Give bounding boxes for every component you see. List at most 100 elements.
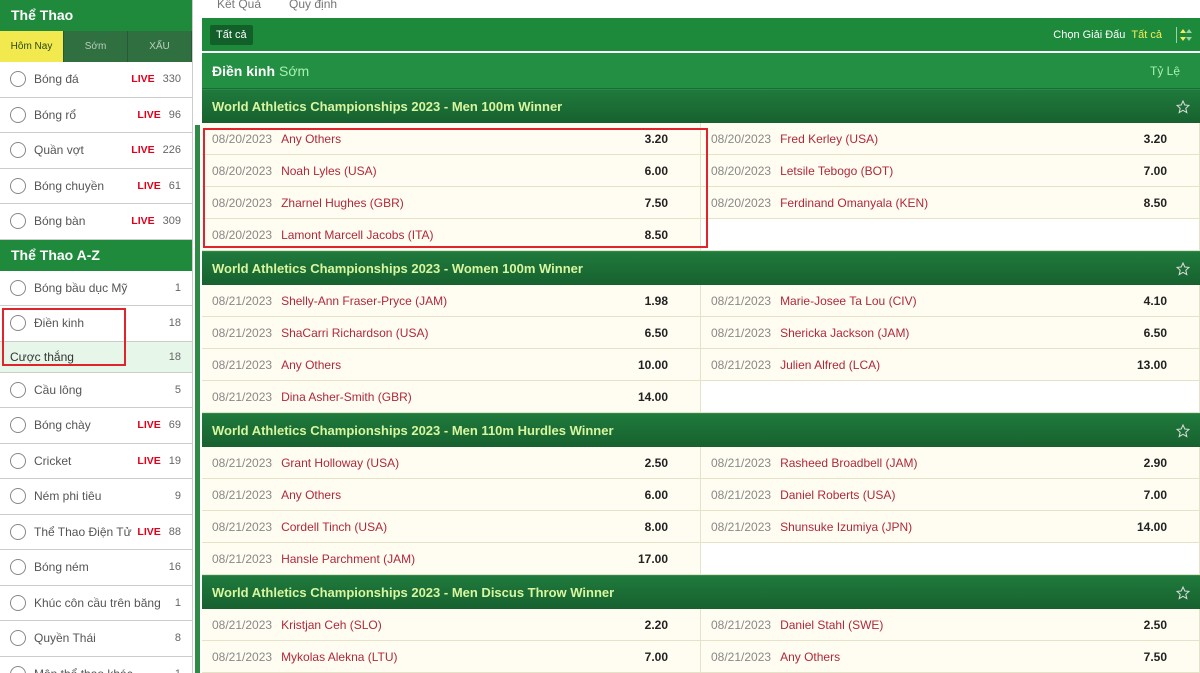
event-count: 96	[168, 108, 181, 121]
selection[interactable]: 08/21/2023 Any Others 10.00	[202, 349, 701, 381]
odds-value[interactable]: 14.00	[1136, 519, 1167, 534]
event-title-bar: World Athletics Championships 2023 - Men…	[202, 575, 1200, 609]
selection[interactable]: 08/20/2023 Letsile Tebogo (BOT) 7.00	[701, 155, 1200, 187]
tab[interactable]: Sớm	[64, 31, 128, 62]
selection[interactable]: 08/20/2023 Lamont Marcell Jacobs (ITA) 8.5…	[202, 219, 701, 251]
selection[interactable]: 08/21/2023 Rasheed Broadbell (JAM) 2.90	[701, 447, 1200, 479]
live-badge: LIVE	[137, 179, 161, 192]
event-date: 08/21/2023	[711, 617, 772, 632]
odds-value[interactable]: 3.20	[644, 131, 668, 146]
sport-item[interactable]: Khúc côn cầu trên băng 1	[0, 586, 192, 621]
nav-link[interactable]: Kết Quả	[217, 0, 262, 11]
tab[interactable]: Hôm Nay	[0, 31, 64, 62]
odds-value[interactable]: 4.10	[1143, 293, 1167, 308]
selection[interactable]: 08/21/2023 Cordell Tinch (USA) 8.00	[202, 511, 701, 543]
league-label[interactable]: Chọn Giải Đấu	[1053, 28, 1126, 41]
odds-value[interactable]: 7.50	[1143, 649, 1167, 664]
odds-value[interactable]: 14.00	[637, 389, 668, 404]
odds-value[interactable]: 8.00	[644, 519, 668, 534]
selection[interactable]: 08/20/2023 Zharnel Hughes (GBR) 7.50	[202, 187, 701, 219]
sport-item[interactable]: Ném phi tiêu 9	[0, 479, 192, 515]
sport-item[interactable]: Môn thể thao khác1	[0, 657, 192, 673]
odds-value[interactable]: 6.50	[1143, 325, 1167, 340]
selection[interactable]: 08/21/2023 Kristjan Ceh (SLO) 2.20	[202, 609, 701, 641]
favorite-star[interactable]	[1175, 99, 1191, 114]
odds-value[interactable]: 6.00	[644, 487, 668, 502]
sport-icon	[10, 523, 26, 540]
selection[interactable]: 08/21/2023 Mykolas Alekna (LTU) 7.00	[202, 641, 701, 673]
odds-value[interactable]: 3.20	[1143, 131, 1167, 146]
sport-item[interactable]: Cricket LIVE 19	[0, 444, 192, 479]
odds-value[interactable]: 7.00	[1143, 487, 1167, 502]
sort-icon[interactable]	[1176, 26, 1192, 43]
odds-value[interactable]: 2.20	[644, 617, 668, 632]
odds-value[interactable]: 10.00	[637, 357, 668, 372]
odds-value[interactable]: 17.00	[637, 551, 668, 566]
selection[interactable]: 08/21/2023 ShaCarri Richardson (USA) 6.50	[202, 317, 701, 349]
all-button[interactable]: Tất cả	[210, 24, 253, 45]
sport-item[interactable]: Bóng ném 16	[0, 550, 192, 586]
favorite-star[interactable]	[1175, 423, 1191, 438]
odds-value[interactable]: 8.50	[1143, 195, 1167, 210]
selection[interactable]: 08/21/2023 Julien Alfred (LCA) 13.00	[701, 349, 1200, 381]
selection-name: Zharnel Hughes (GBR)	[281, 195, 404, 210]
selection-name: Shericka Jackson (JAM)	[780, 325, 910, 340]
live-badge: LIVE	[131, 73, 155, 86]
event-count: 18	[168, 317, 181, 330]
selection[interactable]: 08/21/2023 Shelly-Ann Fraser-Pryce (JAM) 1…	[202, 285, 701, 317]
favorite-star[interactable]	[1175, 585, 1191, 600]
odds-row: 08/21/2023 Dina Asher-Smith (GBR) 14.00	[202, 381, 1200, 413]
odds-value[interactable]: 8.50	[644, 227, 668, 242]
event-count: 8	[174, 632, 181, 645]
selection[interactable]: 08/21/2023 Marie-Josee Ta Lou (CIV) 4.10	[701, 285, 1200, 317]
odds-row: 08/21/2023 Any Others 6.00 08/21/2023 Daniel…	[202, 479, 1200, 511]
event-count: 61	[168, 179, 181, 192]
event-count: 69	[168, 419, 181, 432]
selection-name: Ferdinand Omanyala (KEN)	[780, 195, 929, 210]
selection[interactable]: 08/21/2023 Any Others 7.50	[701, 641, 1200, 673]
selection[interactable]: 08/21/2023 Daniel Stahl (SWE) 2.50	[701, 609, 1200, 641]
selection[interactable]: 08/21/2023 Shericka Jackson (JAM) 6.50	[701, 317, 1200, 349]
sport-item[interactable]: Quần vợt LIVE 226	[0, 133, 192, 169]
odds-value[interactable]: 2.50	[644, 455, 668, 470]
selection[interactable]: 08/21/2023 Any Others 6.00	[202, 479, 701, 511]
event-count: 16	[168, 561, 181, 574]
selection[interactable]: 08/21/2023 Grant Holloway (USA) 2.50	[202, 447, 701, 479]
sport-item[interactable]: Thể Thao Điện Tử LIVE 88	[0, 515, 192, 550]
selection[interactable]: 08/21/2023 Daniel Roberts (USA) 7.00	[701, 479, 1200, 511]
sport-item[interactable]: Bóng rổ LIVE 96	[0, 98, 192, 133]
selection[interactable]: 08/20/2023 Noah Lyles (USA) 6.00	[202, 155, 701, 187]
sport-item[interactable]: Bóng bàn LIVE 309	[0, 204, 192, 240]
selection[interactable]: 08/21/2023 Shunsuke Izumiya (JPN) 14.00	[701, 511, 1200, 543]
odds-value[interactable]: 6.50	[644, 325, 668, 340]
sport-item[interactable]: Cầu lông 5	[0, 373, 192, 408]
selection[interactable]: 08/21/2023 Hansle Parchment (JAM) 17.00	[202, 543, 701, 575]
odds-value[interactable]: 13.00	[1136, 357, 1167, 372]
tab[interactable]: XẤU	[128, 31, 192, 62]
odds-value[interactable]: 7.00	[1143, 163, 1167, 178]
sport-item[interactable]: Cược thắng 18	[0, 341, 192, 373]
favorite-star[interactable]	[1175, 261, 1191, 276]
nav-link[interactable]: Quy định	[289, 0, 338, 11]
selection[interactable]: 08/20/2023 Fred Kerley (USA) 3.20	[701, 123, 1200, 155]
odds-value[interactable]: 7.00	[644, 649, 668, 664]
sport-item[interactable]: Bóng chuyền LIVE 61	[0, 169, 192, 204]
event-count: 18	[168, 350, 181, 363]
sport-item[interactable]: Quyền Thái 8	[0, 621, 192, 657]
event-date: 08/21/2023	[711, 293, 772, 308]
sport-item[interactable]: Bóng bầu dục Mỹ 1	[0, 271, 192, 306]
league-value[interactable]: Tất cả	[1131, 28, 1162, 41]
selection[interactable]: 08/20/2023 Any Others 3.20	[202, 123, 701, 155]
sport-item[interactable]: Bóng chày LIVE 69	[0, 408, 192, 444]
event-count: 1	[174, 281, 181, 294]
odds-value[interactable]: 7.50	[644, 195, 668, 210]
selection[interactable]: 08/20/2023 Ferdinand Omanyala (KEN) 8.50	[701, 187, 1200, 219]
sport-item[interactable]: Bóng đá LIVE 330	[0, 62, 192, 98]
odds-value[interactable]: 6.00	[644, 163, 668, 178]
sport-item[interactable]: Điền kinh 18	[0, 306, 192, 342]
event-date: 08/21/2023	[212, 325, 273, 340]
selection[interactable]: 08/21/2023 Dina Asher-Smith (GBR) 14.00	[202, 381, 701, 413]
odds-value[interactable]: 2.90	[1143, 455, 1167, 470]
odds-value[interactable]: 1.98	[644, 293, 668, 308]
odds-value[interactable]: 2.50	[1143, 617, 1167, 632]
